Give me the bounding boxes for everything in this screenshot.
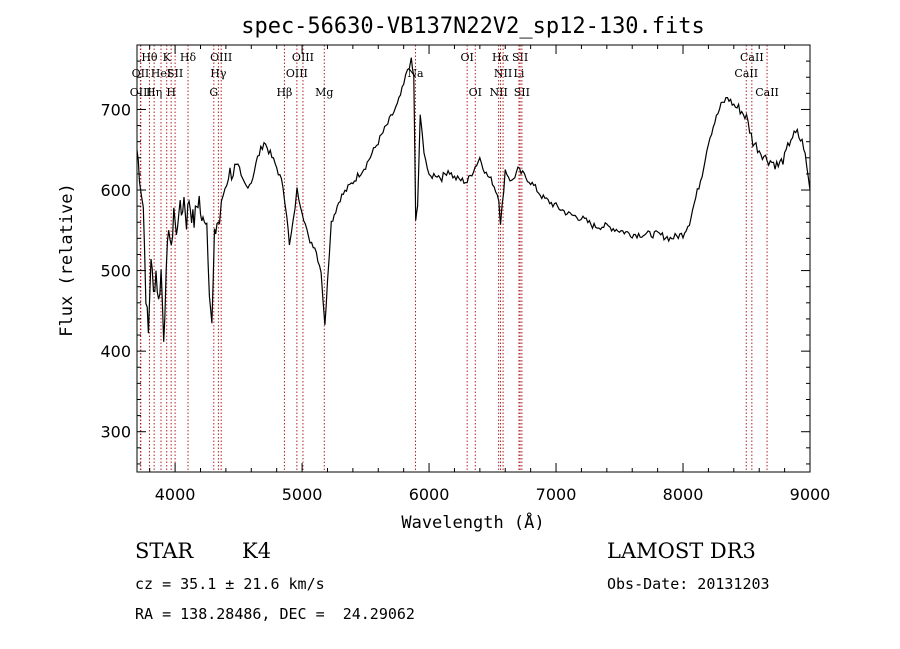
subclass-label: K4 bbox=[242, 539, 272, 563]
chart-title: spec-56630-VB137N22V2_sp12-130.fits bbox=[241, 14, 705, 39]
spectrum-line bbox=[136, 57, 811, 342]
line-label: SII bbox=[512, 51, 528, 64]
y-tick-label: 600 bbox=[100, 181, 131, 200]
x-tick-label: 8000 bbox=[663, 485, 704, 504]
survey-label: LAMOST DR3 bbox=[607, 539, 756, 563]
x-tick-label: 7000 bbox=[536, 485, 577, 504]
y-axis-label: Flux (relative) bbox=[57, 183, 77, 337]
x-axis-label: Wavelength (Å) bbox=[401, 511, 544, 533]
line-label: Li bbox=[514, 67, 525, 80]
line-label: OIII bbox=[130, 86, 152, 99]
line-label: Hβ bbox=[276, 86, 292, 99]
line-label: H bbox=[166, 86, 176, 99]
y-tick-label: 500 bbox=[100, 262, 131, 281]
line-label: Hδ bbox=[180, 51, 197, 64]
axis-ticks: 4000 5000 6000 7000 8000 9000 300 400 500 600 700 bbox=[100, 45, 830, 504]
line-label: Mg bbox=[315, 86, 333, 99]
line-label: OIII bbox=[292, 51, 314, 64]
x-tick-label: 4000 bbox=[155, 485, 196, 504]
line-label: SII bbox=[167, 67, 183, 80]
series-layer bbox=[136, 57, 811, 342]
line-label: Hθ bbox=[141, 51, 158, 64]
line-label: Hη bbox=[146, 86, 162, 99]
plot-frame bbox=[136, 44, 811, 473]
line-label: OIII bbox=[210, 51, 232, 64]
line-label: CaII bbox=[755, 86, 779, 99]
y-tick-label: 400 bbox=[100, 342, 131, 361]
line-label: Na bbox=[407, 67, 424, 80]
y-tick-label: 300 bbox=[100, 423, 131, 442]
line-label: OIII bbox=[286, 67, 308, 80]
line-label: CaII bbox=[740, 51, 764, 64]
line-label: HeI bbox=[151, 67, 171, 80]
line-label: Hγ bbox=[210, 67, 227, 80]
coords-text: RA = 138.28486, DEC = 24.29062 bbox=[135, 605, 415, 623]
line-label: G bbox=[209, 86, 218, 99]
line-label: K bbox=[163, 51, 172, 64]
velocity-text: cz = 35.1 ± 21.6 km/s bbox=[135, 575, 325, 593]
x-tick-label: 5000 bbox=[282, 485, 323, 504]
line-label: SII bbox=[514, 86, 530, 99]
line-label: NII bbox=[494, 67, 512, 80]
y-tick-label: 700 bbox=[100, 100, 131, 119]
line-label: Hα bbox=[492, 51, 510, 64]
obs-date-text: Obs-Date: 20131203 bbox=[607, 575, 770, 593]
x-tick-label: 9000 bbox=[790, 485, 831, 504]
class-label: STAR bbox=[135, 539, 194, 563]
line-label: NII bbox=[489, 86, 507, 99]
line-markers: HθOIIHeIOIIIHηKHSIIHδOIIIHγGHβOIIIOIIIMg… bbox=[130, 45, 779, 472]
x-tick-label: 6000 bbox=[409, 485, 450, 504]
line-label: OI bbox=[460, 51, 473, 64]
line-label: CaII bbox=[734, 67, 758, 80]
line-label: OI bbox=[469, 86, 482, 99]
